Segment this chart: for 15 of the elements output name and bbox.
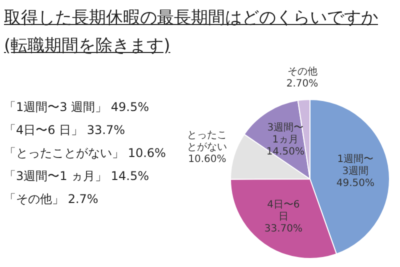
text: 「4日〜6 日」 33.7% <box>4 122 126 139</box>
text: 「1週間〜3 週間」 49.5% <box>4 99 150 116</box>
text: 「その他」 2.7% <box>4 191 100 208</box>
data-label: 2.70% <box>286 78 318 90</box>
chart-subtitle: (転職期間を除きます) <box>4 35 170 57</box>
slice-label: 4日〜6日 <box>267 199 300 222</box>
text: 「3週間〜1 ヵ月」 14.5% <box>4 168 150 185</box>
text: 「とったことがない」 10.6% <box>4 145 166 162</box>
slice-label: その他 <box>287 65 318 78</box>
data-label: 49.50% <box>336 178 375 189</box>
data-label: 10.60% <box>188 154 226 166</box>
data-label: 33.70% <box>264 223 302 234</box>
slice-label: 1週間〜3週間 <box>337 154 374 177</box>
chart-title: 取得した長期休暇の最長期間はどのくらいですか <box>4 7 378 29</box>
slice-label: とったことがない <box>187 130 228 154</box>
